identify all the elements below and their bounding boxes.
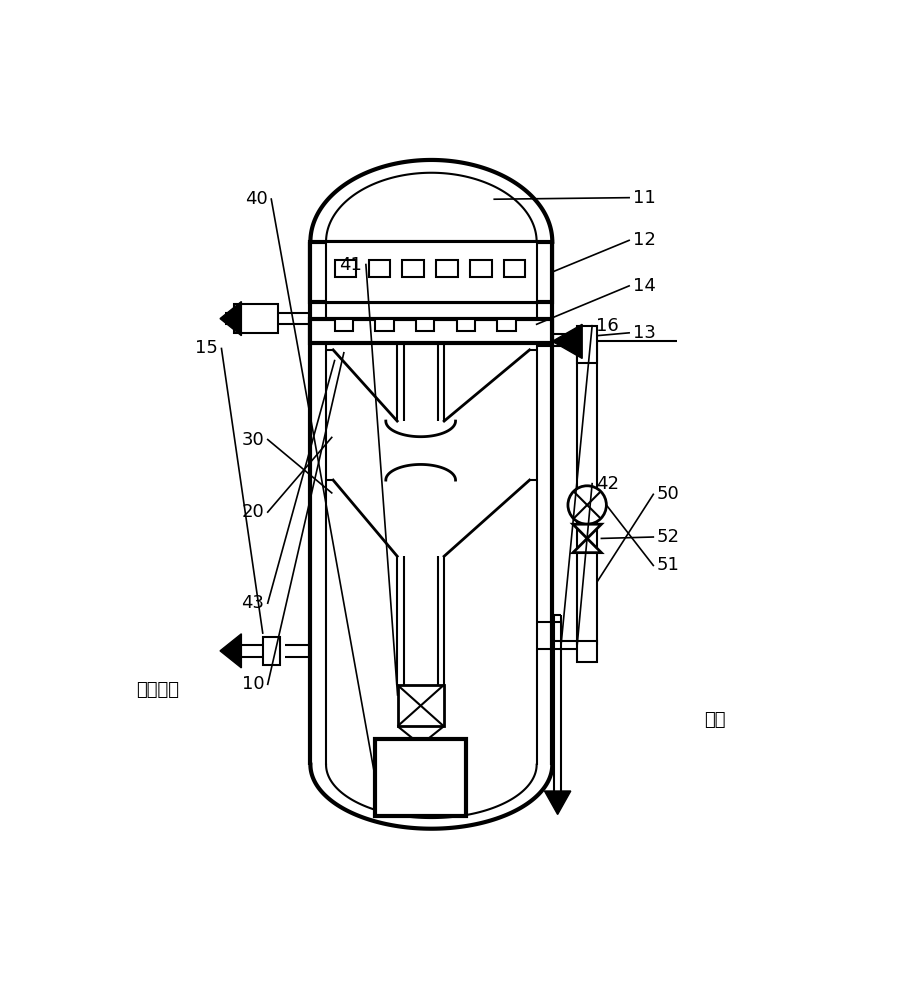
Bar [456, 319, 476, 331]
Text: 20: 20 [241, 503, 264, 521]
Text: 51: 51 [657, 556, 679, 574]
Text: 甲醇气体: 甲醇气体 [136, 681, 179, 699]
Bar [375, 319, 394, 331]
Bar [498, 319, 516, 331]
Bar [334, 319, 353, 331]
Bar [375, 739, 466, 816]
Polygon shape [220, 302, 241, 336]
Text: 12: 12 [633, 231, 655, 249]
Bar [310, 242, 553, 302]
Bar [436, 260, 458, 277]
Bar [416, 319, 434, 331]
Circle shape [568, 486, 607, 524]
Text: 40: 40 [245, 190, 268, 208]
Text: 14: 14 [633, 277, 655, 295]
Text: 42: 42 [596, 475, 619, 493]
Polygon shape [573, 524, 601, 538]
Text: 41: 41 [340, 256, 363, 274]
Bar [577, 641, 597, 662]
Text: 光气: 光气 [704, 711, 725, 729]
Text: 15: 15 [195, 339, 218, 357]
Text: 30: 30 [241, 431, 264, 449]
Bar [470, 260, 491, 277]
Polygon shape [553, 324, 582, 358]
Bar [234, 304, 278, 333]
Bar [326, 242, 537, 302]
Text: 10: 10 [241, 675, 264, 693]
Bar [402, 260, 424, 277]
Text: 13: 13 [633, 324, 655, 342]
Bar [577, 326, 597, 363]
Bar [504, 260, 525, 277]
Bar [368, 260, 390, 277]
Bar [334, 260, 356, 277]
Text: 50: 50 [657, 485, 679, 503]
Polygon shape [544, 791, 571, 814]
Text: 52: 52 [657, 528, 680, 546]
Text: 43: 43 [241, 594, 264, 612]
Polygon shape [573, 538, 601, 553]
Bar [310, 319, 553, 343]
Bar [263, 637, 280, 665]
Bar [397, 685, 443, 726]
Text: 11: 11 [633, 189, 655, 207]
Polygon shape [220, 634, 241, 668]
Text: 16: 16 [596, 317, 619, 335]
